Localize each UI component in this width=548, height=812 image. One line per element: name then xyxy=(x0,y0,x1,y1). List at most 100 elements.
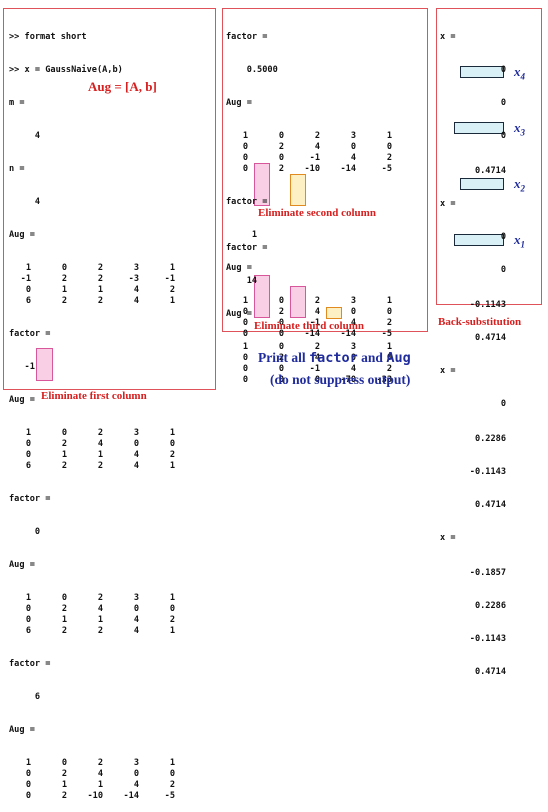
matrix-cell: 1 xyxy=(61,285,67,295)
matrix-cell: 0 xyxy=(25,450,31,460)
matrix-cell: 2 xyxy=(386,153,392,163)
matrix-cell: 4 xyxy=(97,439,103,449)
x-value: -0.1143 xyxy=(469,634,506,644)
matrix-cell: 2 xyxy=(386,318,392,328)
matrix-cell: 0 xyxy=(350,353,356,363)
matrix-cell: 4 xyxy=(97,769,103,779)
matrix-cell: 0 xyxy=(61,428,67,438)
x-value: 0 xyxy=(500,98,506,108)
matrix-p2-aug1: 1 0 2 3 1 0 2 4 0 0 0 0 -1 4 2 0 2 -10 -14 -5 xyxy=(226,131,392,175)
matrix-cell: 0 xyxy=(278,318,284,328)
matrix-cell: -10 xyxy=(304,164,320,174)
factor-label: factor = xyxy=(226,32,268,42)
matrix-cell: -33 xyxy=(376,375,392,385)
matrix-row: 0 2 4 0 0 xyxy=(9,604,175,615)
matrix-cell: 2 xyxy=(97,296,103,306)
first-column-highlight xyxy=(36,348,53,381)
factor-code: factor xyxy=(309,350,358,366)
matrix-cell: 2 xyxy=(314,131,320,141)
matrix-cell: 2 xyxy=(61,439,67,449)
matrix-cell: -5 xyxy=(381,164,392,174)
matrix-row: 1 0 2 3 1 xyxy=(226,342,392,353)
matrix-cell: 2 xyxy=(61,604,67,614)
matrix-cell: 4 xyxy=(133,285,139,295)
matrix-cell: 4 xyxy=(314,307,320,317)
x3-highlight xyxy=(454,122,504,134)
x1-highlight xyxy=(454,234,504,246)
third-column-caption: Eliminate third column xyxy=(254,320,365,332)
x-label: x = xyxy=(440,533,456,543)
aug-definition-annotation: Aug = [A, b] xyxy=(88,79,157,94)
x-value: 0.2286 xyxy=(474,601,506,611)
factor-label: factor = xyxy=(9,329,51,339)
matrix-row: 0 2 4 0 0 xyxy=(9,439,175,450)
matrix-cell: 2 xyxy=(61,461,67,471)
matrix-row: 1 0 2 3 1 xyxy=(9,428,175,439)
x-value: 0.4714 xyxy=(474,500,506,510)
matrix-cell: 0 xyxy=(242,153,248,163)
matrix-cell: 1 xyxy=(242,131,248,141)
matrix-row: 1 0 2 3 1 xyxy=(9,758,175,769)
matrix-cell: -5 xyxy=(381,329,392,339)
x-value: 0.2286 xyxy=(474,434,506,444)
matrix-cell: 0 xyxy=(242,329,248,339)
matrix-cell: 3 xyxy=(133,758,139,768)
matrix-row: 1 0 2 3 1 xyxy=(9,263,175,274)
first-column-caption: Eliminate first column xyxy=(41,390,147,402)
matrix-cell: 1 xyxy=(25,758,31,768)
matrix-cell: 1 xyxy=(25,263,31,273)
matrix-cell: 2 xyxy=(97,626,103,636)
matrix-cell: 1 xyxy=(97,285,103,295)
x2-label: x2 xyxy=(514,176,525,194)
matrix-cell: 0 xyxy=(386,307,392,317)
aug-code: Aug xyxy=(386,350,411,366)
matrix-row: 0 2 4 0 0 xyxy=(226,307,392,318)
matrix-cell: 2 xyxy=(314,296,320,306)
matrix-cell: 3 xyxy=(133,263,139,273)
factor-label: factor = xyxy=(9,494,51,504)
factor-value: 0.5000 xyxy=(226,65,278,75)
matrix-cell: 0 xyxy=(242,164,248,174)
matrix-cell: 4 xyxy=(133,461,139,471)
matrix-aug0: 1 0 2 3 1 -1 2 2 -3 -1 0 1 1 4 2 6 2 2 4 1 xyxy=(9,263,175,307)
matrix-cell: -14 xyxy=(304,329,320,339)
matrix-cell: 0 xyxy=(278,375,284,385)
matrix-cell: 0 xyxy=(242,142,248,152)
matrix-cell: 0 xyxy=(242,307,248,317)
matrix-cell: 2 xyxy=(61,296,67,306)
x-value: -0.1857 xyxy=(469,568,506,578)
matrix-cell: 4 xyxy=(350,364,356,374)
matrix-cell: 0 xyxy=(314,375,320,385)
print-note-line2: (do not suppress output) xyxy=(270,372,411,387)
matrix-row: -1 2 2 -3 -1 xyxy=(9,274,175,285)
aug-label: Aug = xyxy=(226,98,252,108)
matrix-cell: 0 xyxy=(25,439,31,449)
x3-label: x3 xyxy=(514,120,525,138)
x1-label: x1 xyxy=(514,232,525,250)
matrix-cell: 4 xyxy=(133,780,139,790)
matrix-cell: 2 xyxy=(314,342,320,352)
matrix-cell: 1 xyxy=(169,296,175,306)
matrix-row: 6 2 2 4 1 xyxy=(9,461,175,472)
third-col-pink-highlight xyxy=(254,275,270,318)
matrix-cell: 0 xyxy=(278,329,284,339)
matrix-cell: 1 xyxy=(386,131,392,141)
matrix-cell: 3 xyxy=(350,131,356,141)
matrix-cell: -14 xyxy=(340,164,356,174)
matrix-row: 0 1 1 4 2 xyxy=(9,450,175,461)
matrix-cell: 1 xyxy=(61,615,67,625)
matrix-cell: 4 xyxy=(133,626,139,636)
matrix-cell: 6 xyxy=(25,461,31,471)
x4-label: x4 xyxy=(514,64,525,82)
matrix-cell: 0 xyxy=(133,604,139,614)
matrix-cell: 4 xyxy=(133,450,139,460)
matrix-cell: 4 xyxy=(133,615,139,625)
x-value: 0 xyxy=(500,399,506,409)
matrix-cell: 0 xyxy=(278,153,284,163)
x-value: 0.4714 xyxy=(474,166,506,176)
matrix-cell: 0 xyxy=(242,353,248,363)
output-line: Aug = xyxy=(9,230,35,240)
factor-value: 6 xyxy=(9,692,41,702)
matrix-cell: 0 xyxy=(25,769,31,779)
